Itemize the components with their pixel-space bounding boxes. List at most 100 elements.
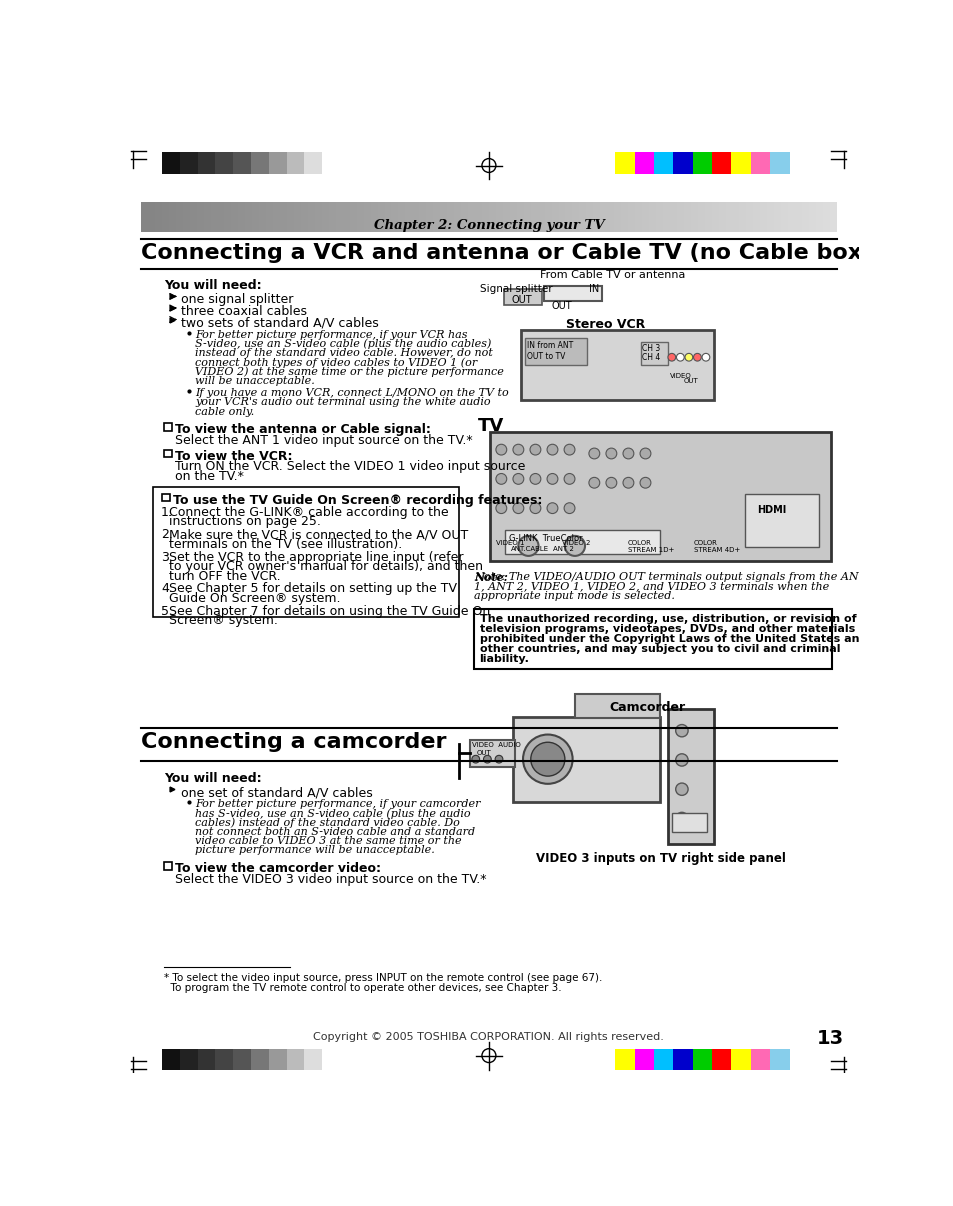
Text: two sets of standard A/V cables: two sets of standard A/V cables: [181, 316, 378, 329]
Circle shape: [513, 474, 523, 485]
Bar: [321, 203, 329, 232]
Text: instructions on page 25.: instructions on page 25.: [169, 515, 320, 528]
Text: Connecting a camcorder: Connecting a camcorder: [141, 732, 446, 753]
Circle shape: [676, 353, 683, 361]
Text: COLOR
STREAM 4D+: COLOR STREAM 4D+: [693, 540, 739, 552]
Text: To view the camcorder video:: To view the camcorder video:: [174, 862, 380, 876]
Bar: [774, 203, 781, 232]
Bar: [739, 203, 746, 232]
Bar: [640, 341, 667, 365]
Bar: [233, 1049, 251, 1070]
Bar: [164, 423, 172, 432]
Text: has S-video, use an S-video cable (plus the audio: has S-video, use an S-video cable (plus …: [195, 808, 471, 819]
Circle shape: [513, 444, 523, 455]
Bar: [667, 709, 714, 844]
Text: video cable to VIDEO 3 at the same time or the: video cable to VIDEO 3 at the same time …: [195, 836, 461, 847]
Bar: [787, 203, 795, 232]
Text: VIDEO  AUDIO: VIDEO AUDIO: [472, 742, 520, 748]
Text: Set the VCR to the appropriate line input (refer: Set the VCR to the appropriate line inpu…: [169, 550, 463, 563]
Text: Connecting a VCR and antenna or Cable TV (no Cable box): Connecting a VCR and antenna or Cable TV…: [141, 242, 871, 263]
Text: 1.: 1.: [161, 505, 172, 519]
Bar: [470, 740, 515, 767]
Bar: [152, 487, 458, 616]
Text: liability.: liability.: [479, 655, 529, 665]
Bar: [673, 1049, 692, 1070]
Text: OUT: OUT: [682, 377, 698, 384]
Bar: [433, 203, 440, 232]
Circle shape: [622, 449, 633, 458]
Text: Camcorder: Camcorder: [609, 702, 685, 714]
Bar: [794, 203, 801, 232]
Text: VIDEO 1: VIDEO 1: [496, 540, 524, 546]
Bar: [419, 203, 426, 232]
Circle shape: [496, 474, 506, 485]
Circle shape: [605, 478, 617, 488]
Bar: [190, 203, 197, 232]
Text: 1, ANT 2, VIDEO 1, VIDEO 2, and VIDEO 3 terminals when the: 1, ANT 2, VIDEO 1, VIDEO 2, and VIDEO 3 …: [474, 581, 828, 591]
Bar: [356, 203, 364, 232]
Bar: [673, 152, 692, 174]
Text: CH 3: CH 3: [641, 344, 659, 353]
Bar: [578, 203, 586, 232]
Bar: [481, 203, 489, 232]
Bar: [496, 203, 502, 232]
Bar: [654, 152, 673, 174]
Bar: [815, 203, 822, 232]
Bar: [196, 203, 204, 232]
Text: 3.: 3.: [161, 550, 172, 563]
Bar: [342, 203, 350, 232]
Bar: [513, 716, 659, 802]
Bar: [744, 493, 819, 548]
Bar: [269, 1049, 286, 1070]
Circle shape: [495, 755, 502, 763]
Bar: [287, 203, 294, 232]
Text: OUT: OUT: [476, 750, 491, 756]
Bar: [468, 203, 475, 232]
Text: CH 4: CH 4: [641, 353, 659, 362]
Bar: [654, 1049, 673, 1070]
Bar: [517, 203, 523, 232]
Bar: [488, 203, 496, 232]
Bar: [211, 203, 217, 232]
Circle shape: [472, 755, 479, 763]
Bar: [745, 203, 753, 232]
Bar: [750, 1049, 769, 1070]
Bar: [232, 203, 238, 232]
Bar: [266, 203, 274, 232]
Bar: [447, 203, 454, 232]
Text: ANT.CABLE: ANT.CABLE: [511, 546, 549, 552]
Bar: [322, 152, 340, 174]
Bar: [391, 203, 398, 232]
Circle shape: [675, 813, 687, 825]
Text: Copyright © 2005 TOSHIBA CORPORATION. All rights reserved.: Copyright © 2005 TOSHIBA CORPORATION. Al…: [314, 1032, 663, 1042]
Bar: [363, 203, 371, 232]
Circle shape: [667, 353, 675, 361]
Bar: [215, 152, 233, 174]
Bar: [308, 203, 315, 232]
Text: TV: TV: [477, 416, 504, 434]
Bar: [711, 203, 719, 232]
Text: S-video, use an S-video cable (plus the audio cables): S-video, use an S-video cable (plus the …: [195, 339, 491, 350]
Bar: [769, 1049, 789, 1070]
Bar: [662, 203, 670, 232]
Circle shape: [675, 725, 687, 737]
Bar: [697, 203, 704, 232]
Text: Chapter 2: Connecting your TV: Chapter 2: Connecting your TV: [374, 219, 603, 233]
Text: instead of the standard video cable. However, do not: instead of the standard video cable. How…: [195, 349, 493, 358]
Text: * To select the video input source, press INPUT on the remote control (see page : * To select the video input source, pres…: [164, 973, 602, 983]
Text: your VCR's audio out terminal using the white audio: your VCR's audio out terminal using the …: [195, 397, 490, 408]
Bar: [141, 203, 148, 232]
Text: 5.: 5.: [161, 604, 172, 617]
Bar: [551, 203, 558, 232]
Bar: [224, 203, 232, 232]
Text: For better picture performance, if your VCR has: For better picture performance, if your …: [195, 329, 467, 340]
Text: Note: The VIDEO/AUDIO OUT terminals output signals from the ANT: Note: The VIDEO/AUDIO OUT terminals outp…: [474, 572, 865, 582]
Text: G-LINK  TrueColor: G-LINK TrueColor: [509, 534, 582, 544]
Circle shape: [588, 449, 599, 458]
Circle shape: [522, 734, 572, 784]
Circle shape: [496, 444, 506, 455]
Text: To view the VCR:: To view the VCR:: [174, 450, 293, 463]
Circle shape: [622, 478, 633, 488]
Bar: [692, 1049, 711, 1070]
Bar: [238, 203, 246, 232]
